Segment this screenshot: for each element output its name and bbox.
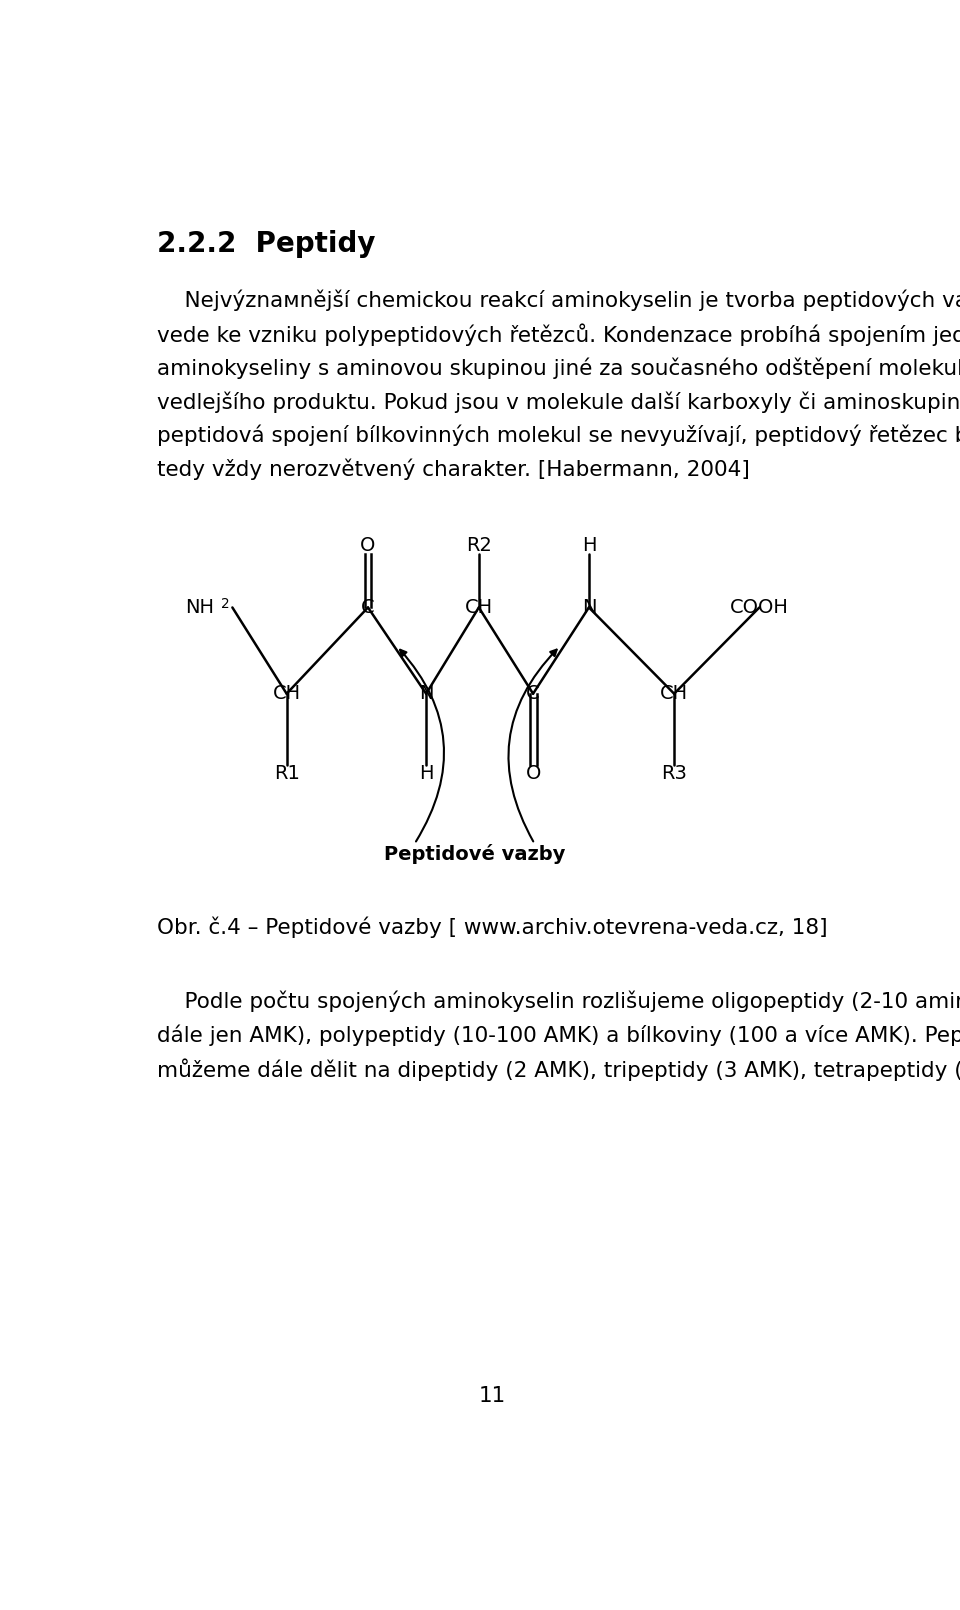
Text: 11: 11	[478, 1386, 506, 1406]
Text: CH: CH	[273, 684, 300, 704]
Text: H: H	[419, 765, 433, 784]
Text: CH: CH	[465, 597, 492, 617]
Text: R3: R3	[661, 765, 687, 784]
Text: C: C	[361, 597, 374, 617]
Text: Peptidové vazby: Peptidové vazby	[384, 844, 565, 865]
Text: Obr. č.4 – Peptidové vazby [ www.archiv.otevrena-veda.cz, 18]: Obr. č.4 – Peptidové vazby [ www.archiv.…	[156, 918, 828, 939]
Text: O: O	[525, 765, 540, 784]
Text: 2: 2	[222, 597, 230, 610]
Text: můžeme dále dělit na dipeptidy (2 AMK), tripeptidy (3 AMK), tetrapeptidy (4 AMK): můžeme dále dělit na dipeptidy (2 AMK), …	[157, 1058, 960, 1080]
Text: Podle počtu spojených aminokyselin rozlišujeme oligopeptidy (2-10 aminokyselin –: Podle počtu spojených aminokyselin rozli…	[157, 990, 960, 1011]
Text: N: N	[582, 597, 596, 617]
Text: CH: CH	[660, 684, 688, 704]
Text: 2.2.2  Peptidy: 2.2.2 Peptidy	[157, 230, 375, 258]
Text: tedy vždy nerozvětvený charakter. [Habermann, 2004]: tedy vždy nerozvětvený charakter. [Haber…	[157, 459, 750, 480]
Text: R2: R2	[466, 536, 492, 555]
Text: peptidová spojení bílkovinných molekul se nevyužívají, peptidový řetězec bílkovi: peptidová spojení bílkovinných molekul s…	[157, 425, 960, 446]
Text: R1: R1	[274, 765, 300, 784]
Text: N: N	[419, 684, 433, 704]
Text: aminokyseliny s aminovou skupinou jiné za současného odštěpení molekuly vody jak: aminokyseliny s aminovou skupinou jiné z…	[157, 357, 960, 378]
Text: vede ke vzniku polypeptidových řetězců. Kondenzace probíhá spojením jedné: vede ke vzniku polypeptidových řetězců. …	[157, 324, 960, 346]
Text: vedlejšího produktu. Pokud jsou v molekule další karboxyly či aminoskupiny, pro: vedlejšího produktu. Pokud jsou v moleku…	[157, 391, 960, 412]
Text: COOH: COOH	[730, 597, 789, 617]
Text: Nejvýznамnější chemickou reakcí aminokyselin je tvorba peptidových vazeb, která: Nejvýznамnější chemickou reakcí aminokys…	[157, 290, 960, 311]
Text: dále jen AMK), polypeptidy (10-100 AMK) a bílkoviny (100 a více AMK). Peptidy: dále jen AMK), polypeptidy (10-100 AMK) …	[157, 1024, 960, 1045]
Text: O: O	[360, 536, 375, 555]
Text: NH: NH	[184, 597, 214, 617]
Text: H: H	[582, 536, 596, 555]
Text: C: C	[526, 684, 540, 704]
